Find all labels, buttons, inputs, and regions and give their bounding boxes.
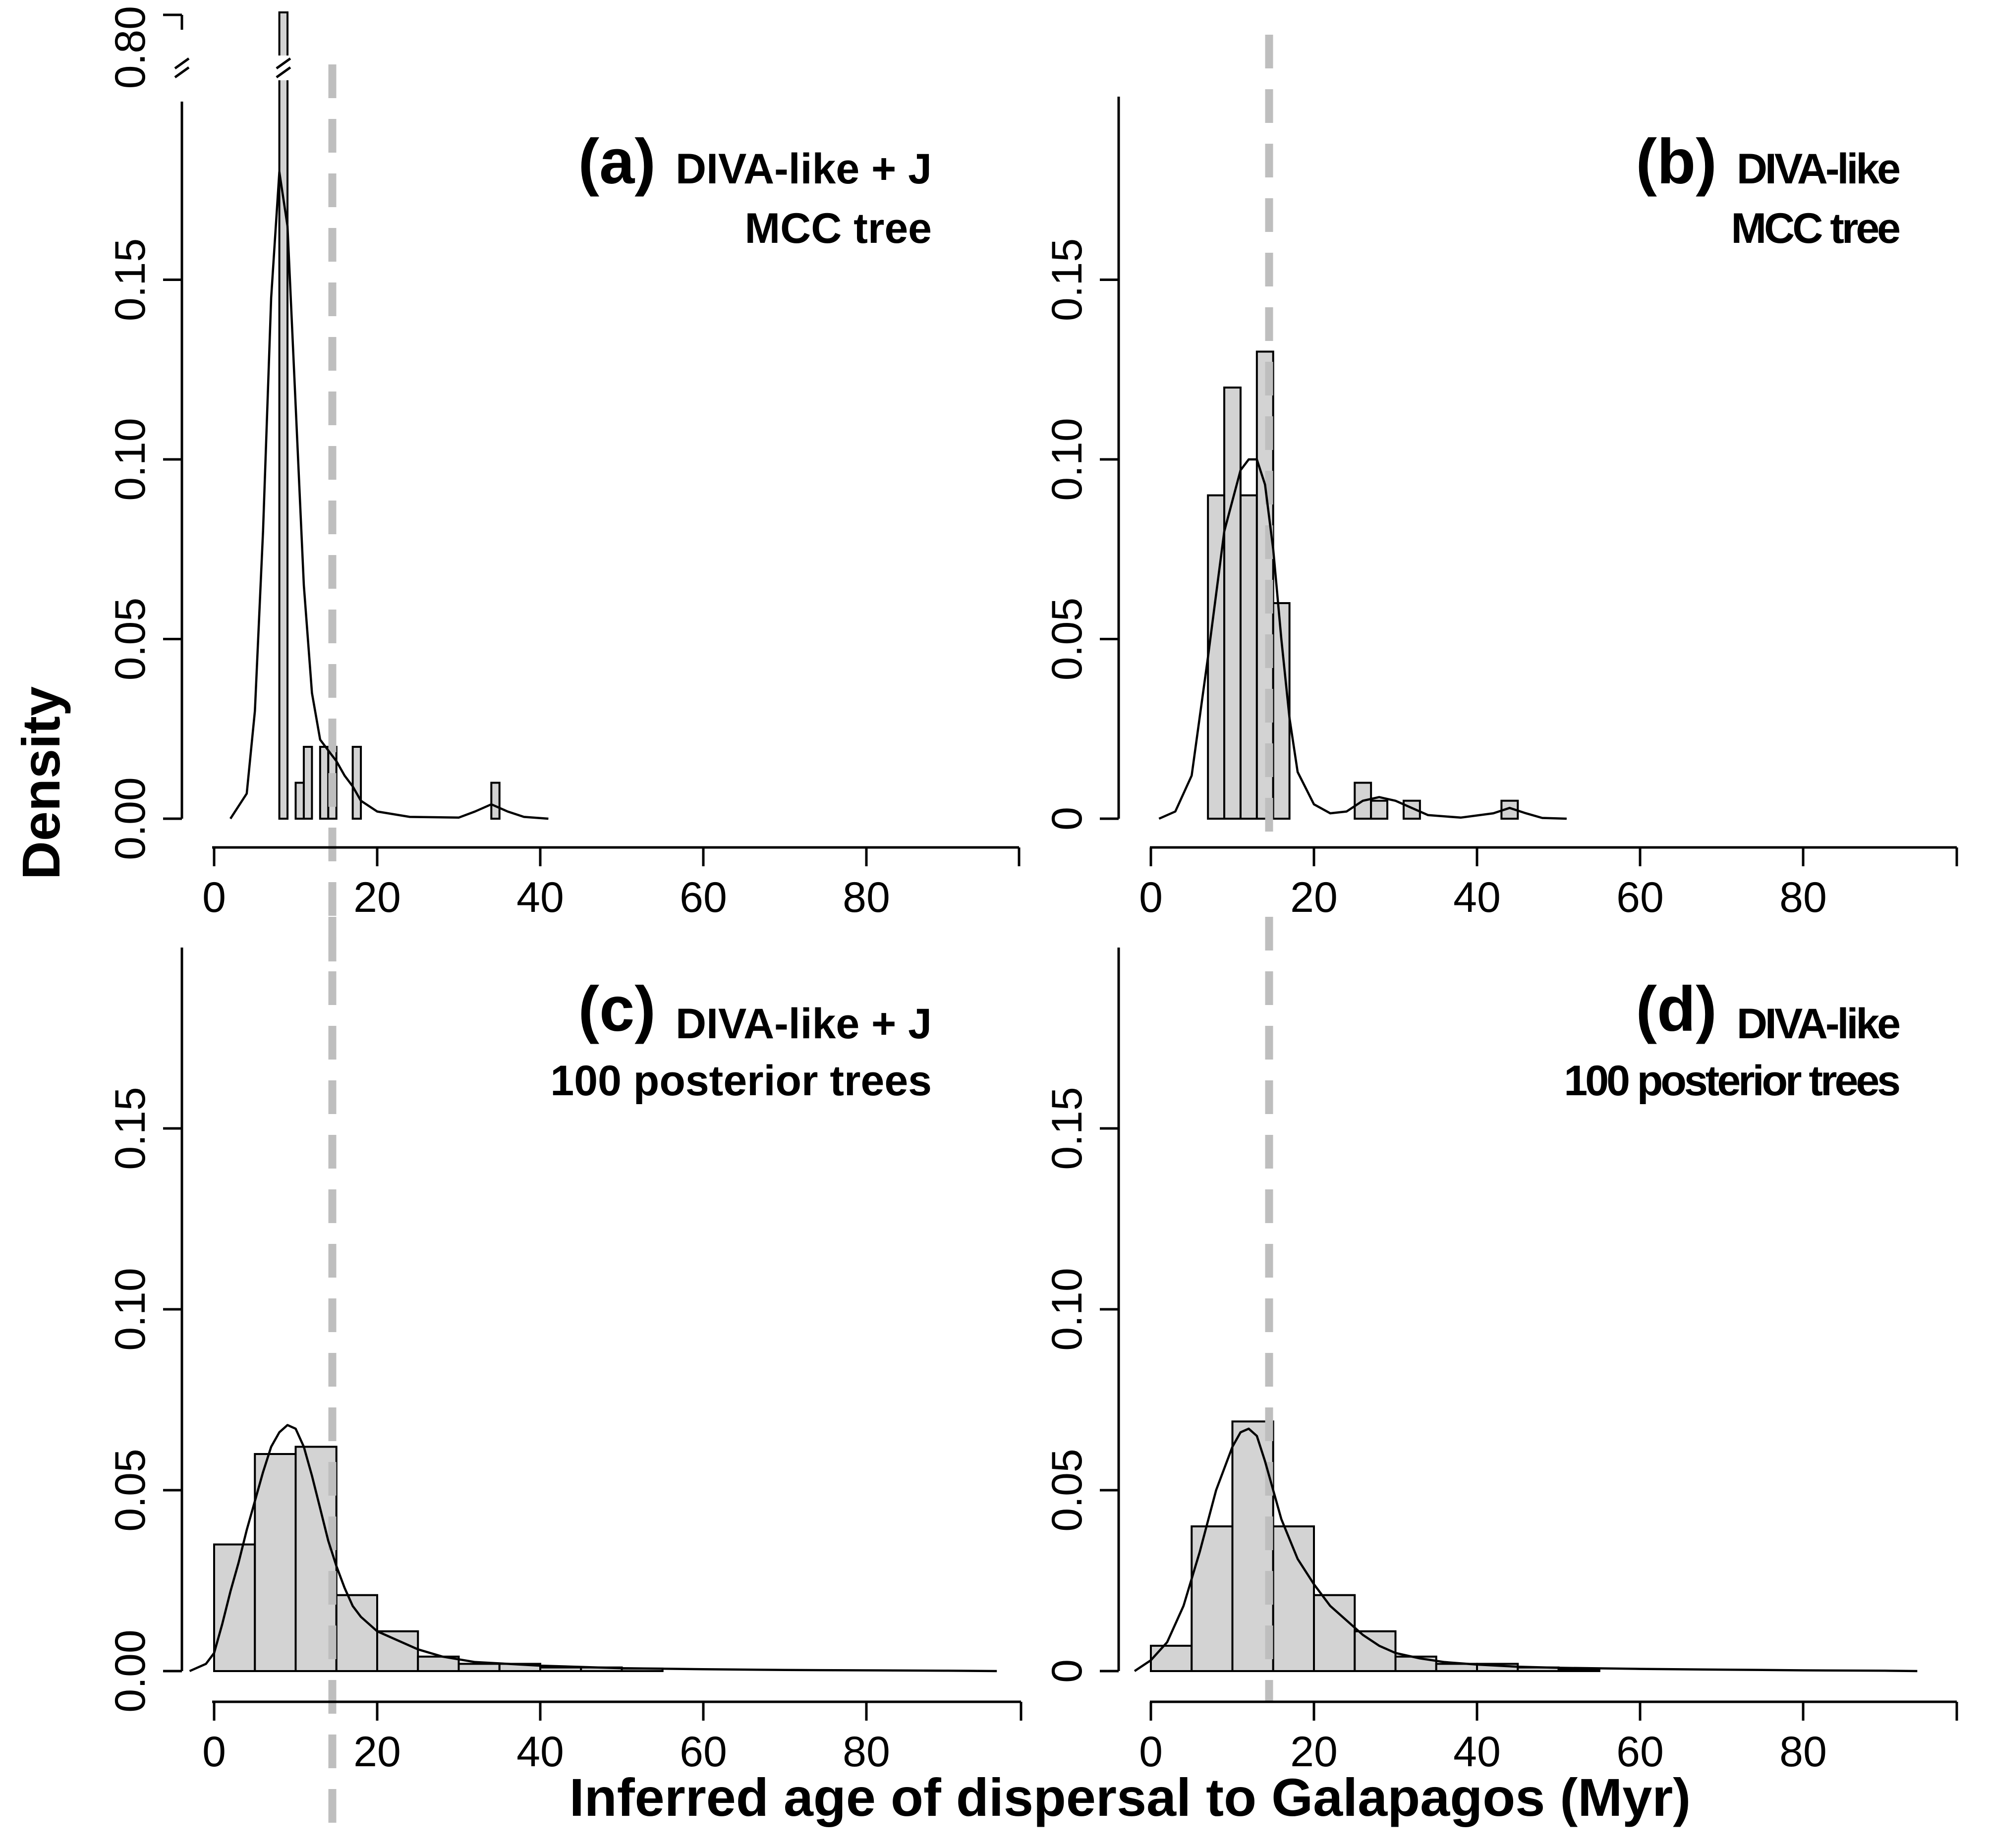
panel-title-line1: DIVA-like [1737,1000,1899,1048]
histogram-bar [319,746,330,820]
y-axis-a: 0.00 0.05 0.10 0.15 0.80 [107,6,293,860]
x-axis-title: Inferred age of dispersal to Galapagos (… [569,1767,1691,1827]
x-axis-b: 0 20 40 60 80 [1139,846,1958,921]
axis-break-mark [174,66,190,79]
y-tick-label: 0.15 [1043,1087,1091,1170]
x-tick-label: 40 [1453,874,1501,921]
y-tick-label: 0.10 [1043,418,1091,501]
x-tick-label: 80 [843,1728,890,1776]
x-tick-label: 60 [680,874,727,921]
panel-title-line1: DIVA-like + J [676,145,932,193]
y-tick-label: 0.15 [1043,238,1091,321]
histogram-bar [1402,799,1421,820]
panel-a: 0.00 0.05 0.10 0.15 0.80 0 20 40 60 80 DIVA-like +… [107,6,1021,961]
panel-title-line2: 100 posterior trees [1564,1057,1899,1105]
y-tick-label: 0.05 [107,598,154,680]
x-tick-label: 20 [353,1728,401,1776]
y-tick-label: 0.15 [107,1087,154,1170]
x-tick-label: 60 [1616,1728,1664,1776]
bar-break-mark [276,66,291,79]
y-tick-label: 0.05 [107,1449,154,1531]
histogram-bar [1223,387,1242,820]
histogram-bar [302,746,313,820]
panel-d: 0 0.05 0.10 0.15 0 20 40 60 80 DIVA-like 100 poste… [1043,917,1958,1776]
x-tick-label: 60 [680,1728,727,1776]
panel-title-line1: DIVA-like + J [676,1000,932,1048]
panel-b: 0 0.05 0.10 0.15 0 20 40 60 80 DIVA-like MCC tree (… [1043,35,1958,921]
y-tick-label: 0 [1043,807,1091,831]
density-curve [229,170,549,820]
x-tick-label: 20 [353,874,401,921]
histogram-bar [294,782,305,820]
x-tick-label: 0 [1139,874,1163,921]
histogram-bar [1239,494,1258,820]
histogram-bar [335,1594,378,1672]
y-axis-d: 0 0.05 0.10 0.15 [1043,948,1120,1683]
x-tick-label: 60 [1616,874,1664,921]
density-curve [1158,458,1567,820]
y-tick-label: 0.00 [107,777,154,860]
x-tick-label: 40 [516,874,564,921]
panel-letter: (c) [578,974,656,1045]
x-tick-label: 0 [202,1728,226,1776]
y-tick-label: 0.05 [1043,1449,1091,1531]
histogram-bar [1394,1655,1437,1673]
bars-a [278,11,501,820]
x-tick-label: 20 [1290,1728,1338,1776]
y-tick-label: 0.05 [1043,598,1091,680]
y-tick-label: 0.10 [1043,1268,1091,1350]
x-axis-a: 0 20 40 60 80 [202,846,1021,921]
histogram-bar [1370,799,1389,820]
y-tick-label: 0 [1043,1659,1091,1683]
density-curve [189,1424,997,1673]
x-tick-label: 0 [1139,1728,1163,1776]
x-tick-label: 80 [1779,874,1827,921]
axis-break-mark [174,57,190,70]
histogram-bar [1191,1525,1234,1672]
y-tick-label: 0.10 [107,1268,154,1350]
y-tick-label: 0.15 [107,238,154,321]
histogram-bar [1557,1668,1600,1673]
histogram-bar [539,1666,582,1672]
x-tick-label: 0 [202,874,226,921]
x-tick-label: 40 [1453,1728,1501,1776]
y-axis-b: 0 0.05 0.10 0.15 [1043,97,1120,831]
x-tick-label: 80 [843,874,890,921]
bar-break-mark [276,57,291,70]
panels: 0.00 0.05 0.10 0.15 0.80 0 20 40 60 80 DIVA-like +… [107,6,1958,1844]
histogram-bar [351,746,362,820]
histogram-bar [457,1663,501,1672]
histogram-bar [1313,1594,1356,1672]
y-axis-c: 0.00 0.05 0.10 0.15 [107,948,183,1713]
panel-title-line2: 100 posterior trees [550,1057,932,1105]
panel-title-line2: MCC tree [1731,205,1899,252]
x-axis-d: 0 20 40 60 80 [1139,1700,1958,1776]
y-tick-label: 0.00 [107,1629,154,1712]
panel-c: 0.00 0.05 0.10 0.15 0 20 40 60 80 DIVA-like + J 10… [107,917,1023,1844]
y-axis-title: Density [11,686,71,880]
histogram-bar [213,1543,256,1672]
x-tick-label: 80 [1779,1728,1827,1776]
histogram-bar [278,11,289,820]
panel-letter: (b) [1636,126,1716,197]
histogram-bar [1150,1644,1193,1672]
x-axis-c: 0 20 40 60 80 [202,1700,1023,1776]
panel-letter: (d) [1636,974,1716,1045]
x-tick-label: 20 [1290,874,1338,921]
panel-title-line1: DIVA-like [1737,145,1899,193]
y-tick-label: 0.10 [107,418,154,501]
x-tick-label: 40 [516,1728,564,1776]
panel-title-line2: MCC tree [744,205,932,252]
density-curve [1134,1427,1918,1673]
panel-letter: (a) [578,126,656,197]
histogram-bar [254,1453,297,1672]
y-tick-label-break: 0.80 [107,6,154,89]
histogram-bar [490,782,501,820]
histogram-bar [376,1630,419,1672]
